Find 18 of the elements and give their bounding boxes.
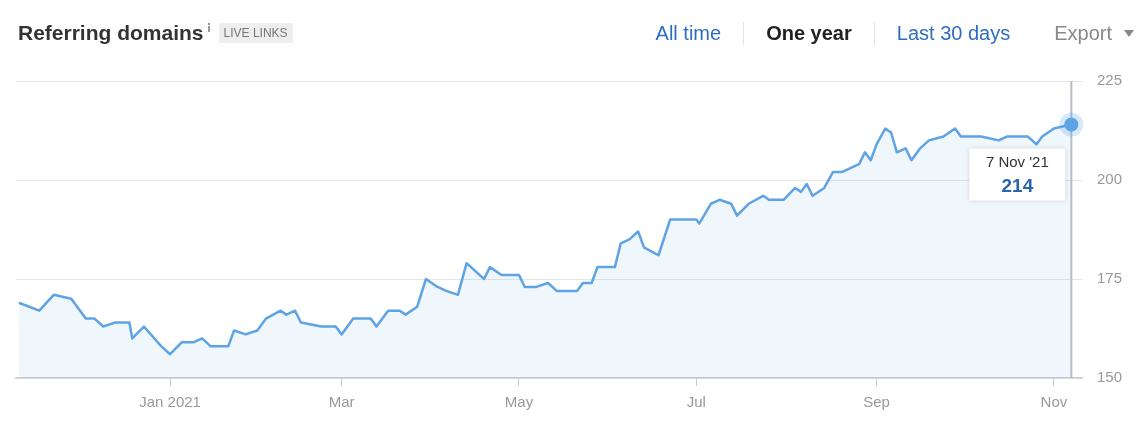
- y-tick-label: 225: [1096, 71, 1122, 89]
- x-tick-label: Jan 2021: [139, 393, 201, 411]
- annotation: 214: [1001, 174, 1034, 196]
- text: Last 30 days: [873, 21, 1033, 45]
- y-tick-label: 175: [1096, 269, 1122, 287]
- x-tick-label: Nov: [1040, 393, 1068, 411]
- text: Export: [1053, 21, 1113, 45]
- text: All time: [654, 21, 723, 45]
- x-tick-label: Jul: [686, 393, 706, 411]
- text: One year: [743, 21, 874, 45]
- y-tick-label: 150: [1096, 368, 1122, 386]
- x-tick-label: Mar: [328, 393, 355, 411]
- chart-title: Referring domains: [18, 21, 204, 45]
- y-tick-label: 200: [1096, 170, 1122, 188]
- annotation: 7 Nov '21: [985, 152, 1049, 170]
- text: LIVE LINKS: [218, 23, 293, 43]
- x-tick-label: Sep: [863, 393, 890, 411]
- x-tick-label: May: [504, 393, 534, 411]
